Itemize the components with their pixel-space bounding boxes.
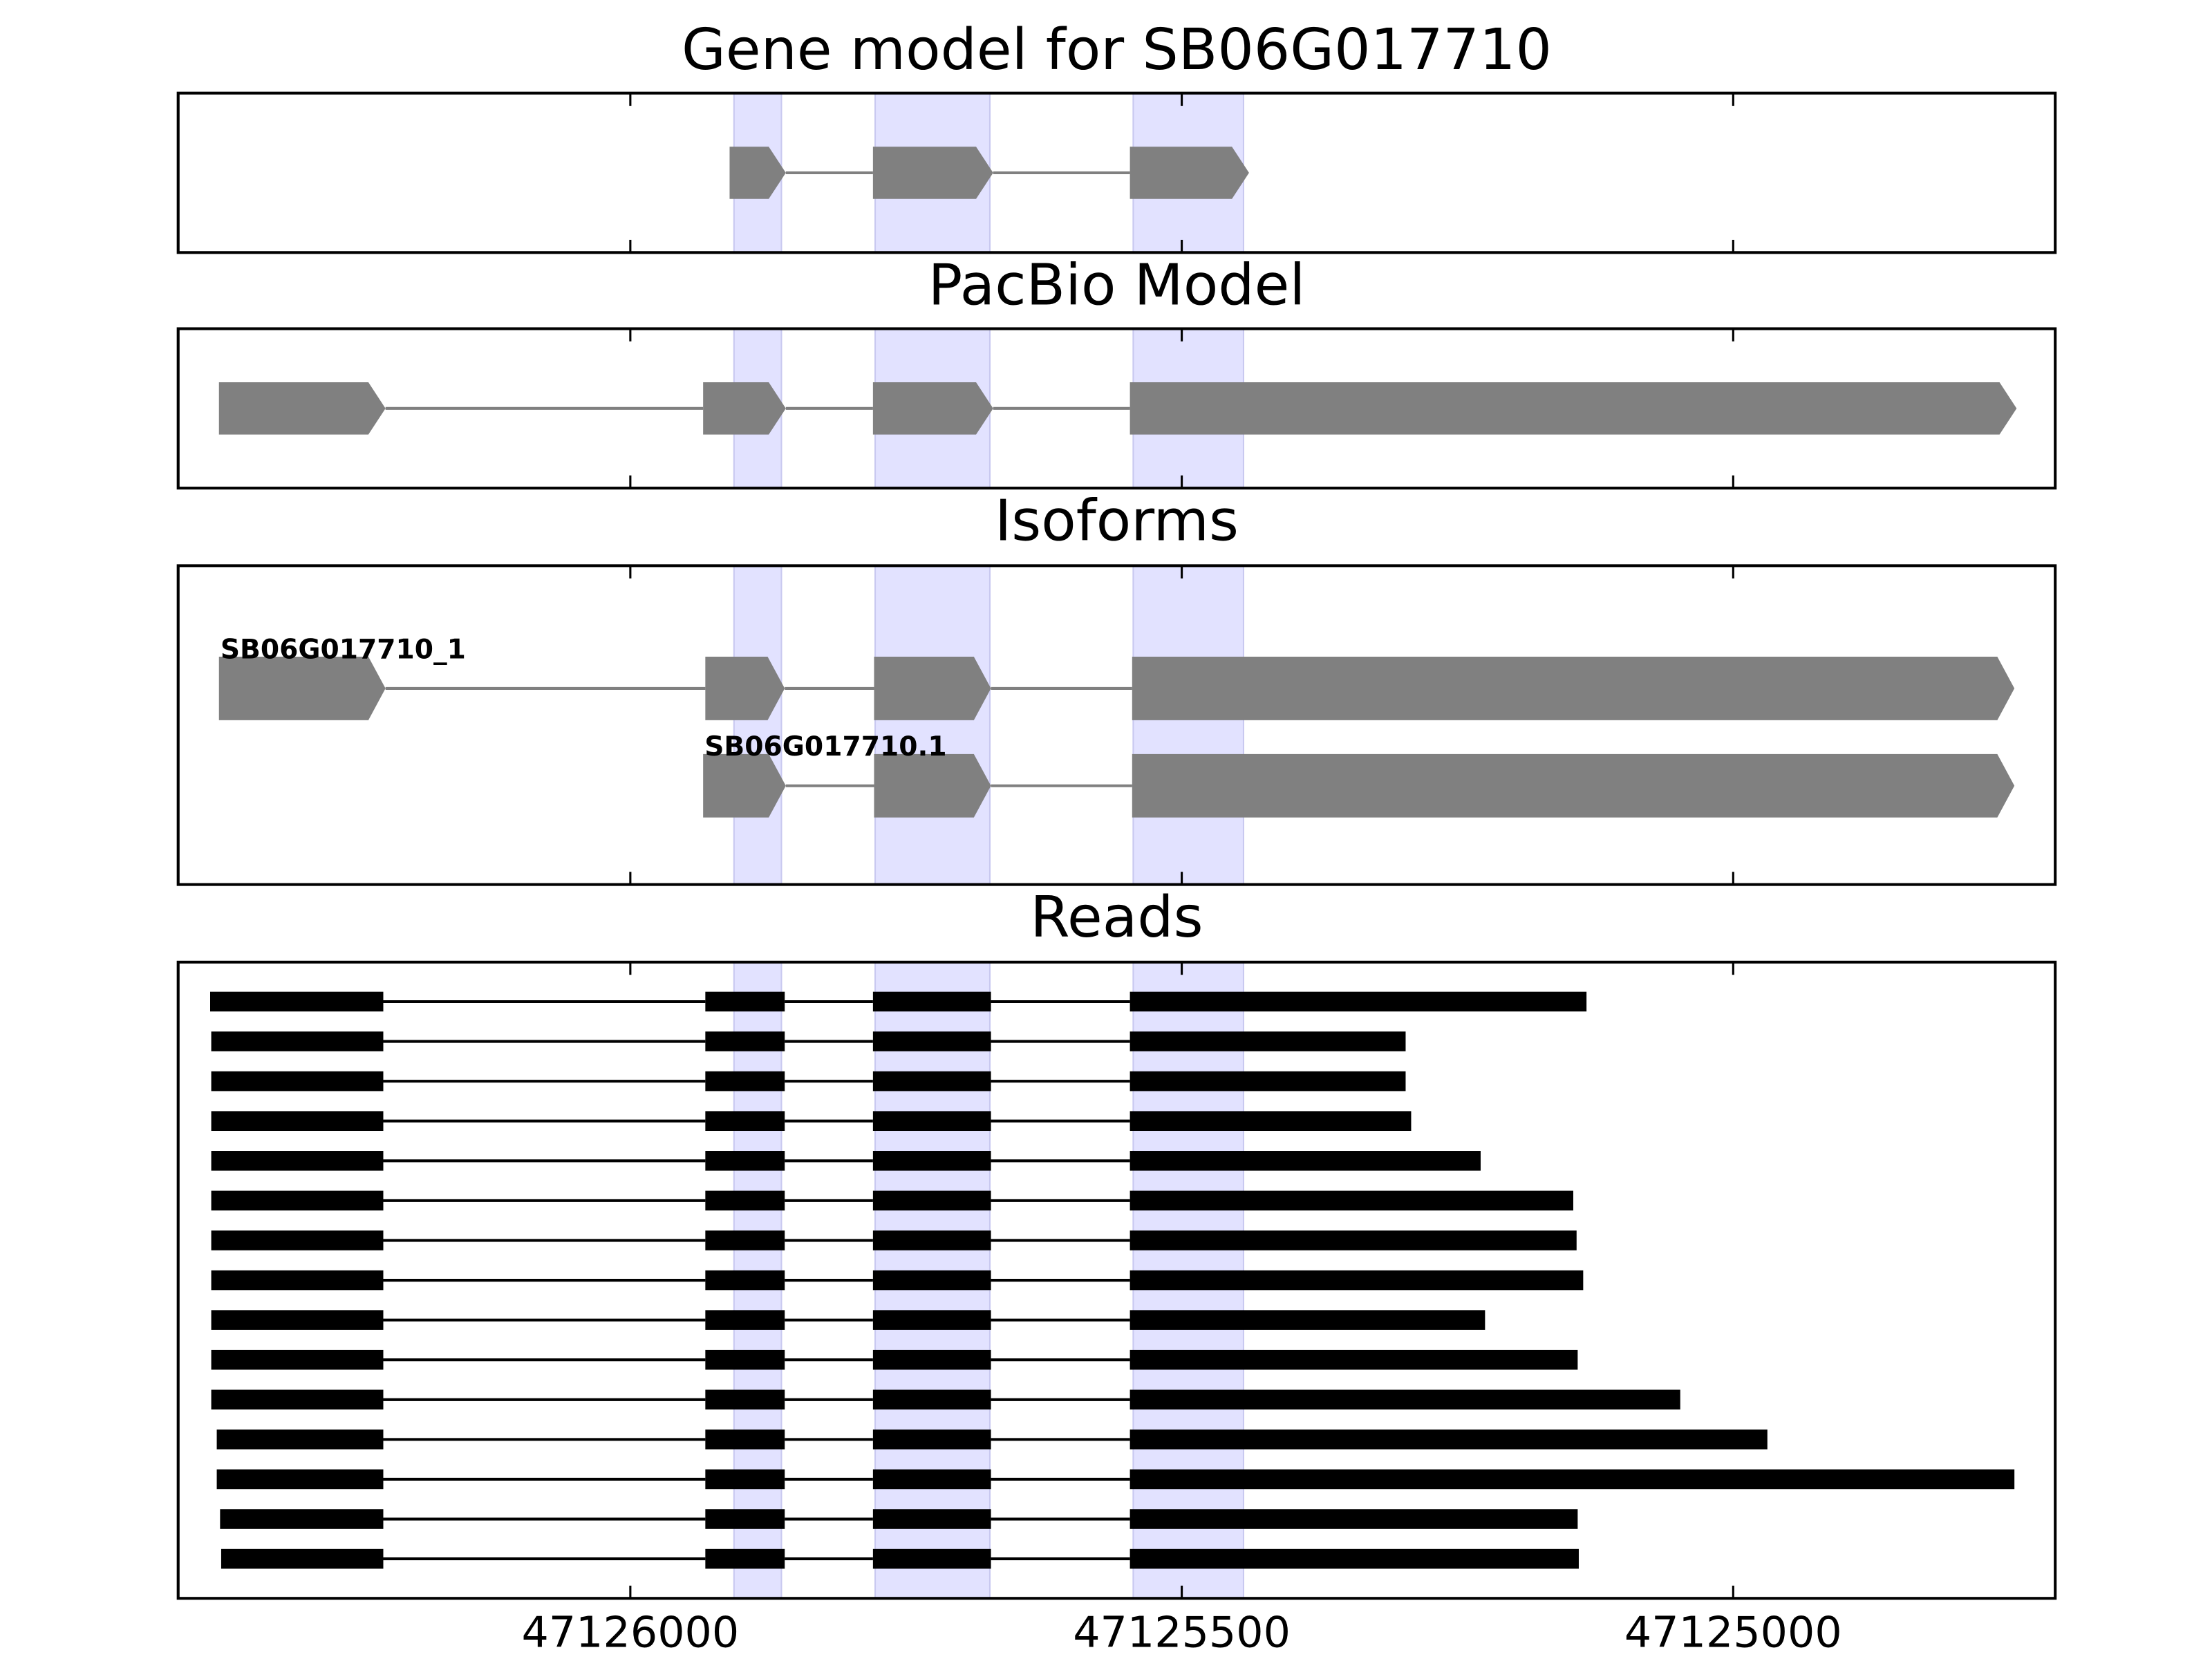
highlight-band xyxy=(733,565,782,885)
panel-title: PacBio Model xyxy=(928,253,1306,319)
read-block xyxy=(1130,1430,1768,1450)
read-block xyxy=(705,1469,785,1490)
read-block xyxy=(216,1469,384,1490)
read-block xyxy=(1130,1230,1577,1250)
x-tick-label: 47126000 xyxy=(521,1608,739,1658)
read-block xyxy=(705,1509,785,1529)
read-block xyxy=(705,1310,785,1330)
read-block xyxy=(872,1031,991,1051)
read-block xyxy=(872,1230,991,1250)
read-block xyxy=(872,1548,991,1569)
exon xyxy=(703,753,786,818)
read-block xyxy=(1130,1548,1579,1569)
read-block xyxy=(705,1270,785,1291)
read-block xyxy=(1130,1031,1406,1051)
exon xyxy=(703,382,786,435)
panel-title: Gene model for SB06G017710 xyxy=(682,17,1552,83)
read-block xyxy=(1130,1111,1412,1132)
read-block xyxy=(211,1111,384,1132)
exon xyxy=(218,657,386,720)
read-block xyxy=(211,1230,384,1250)
read-block xyxy=(1130,1270,1584,1291)
read-block xyxy=(872,1111,991,1132)
read-block xyxy=(1130,1349,1578,1370)
read-block xyxy=(705,1031,785,1051)
exon xyxy=(1132,753,2015,818)
read-block xyxy=(211,1190,384,1211)
read-block xyxy=(705,1071,785,1091)
read-block xyxy=(211,1310,384,1330)
read-block xyxy=(872,1151,991,1171)
read-block xyxy=(1130,1389,1680,1410)
read-block xyxy=(872,1071,991,1091)
exon xyxy=(218,382,386,435)
exon xyxy=(1132,657,2015,720)
read-block xyxy=(1130,1071,1406,1091)
highlight-band xyxy=(1132,565,1244,885)
read-block xyxy=(211,1151,384,1171)
exon xyxy=(874,753,991,818)
read-block xyxy=(872,1190,991,1211)
read-block xyxy=(1130,1469,2015,1490)
read-block xyxy=(211,1389,384,1410)
x-tick-label: 47125500 xyxy=(1073,1608,1291,1658)
read-block xyxy=(705,991,785,1012)
read-block xyxy=(705,1190,785,1211)
highlight-band xyxy=(874,565,991,885)
read-block xyxy=(705,1389,785,1410)
read-block xyxy=(872,991,991,1012)
read-block xyxy=(211,1270,384,1291)
read-block xyxy=(1130,1509,1578,1529)
panel-title: Reads xyxy=(1030,885,1203,950)
read-block xyxy=(705,1230,785,1250)
panel-frame xyxy=(176,327,2057,490)
read-block xyxy=(211,1031,384,1051)
read-block xyxy=(1130,1310,1485,1330)
read-block xyxy=(1130,991,1587,1012)
read-block xyxy=(705,1349,785,1370)
read-block xyxy=(705,1430,785,1450)
read-block xyxy=(211,1071,384,1091)
read-block xyxy=(872,1270,991,1291)
read-block xyxy=(1130,1151,1481,1171)
read-block xyxy=(705,1151,785,1171)
panel-frame xyxy=(176,564,2057,886)
read-block xyxy=(216,1430,384,1450)
exon xyxy=(1130,147,1249,199)
read-block xyxy=(705,1111,785,1132)
read-block xyxy=(872,1389,991,1410)
read-block xyxy=(872,1469,991,1490)
x-tick-label: 47125000 xyxy=(1624,1608,1842,1658)
panel-title: Isoforms xyxy=(995,489,1239,554)
read-block xyxy=(221,1548,384,1569)
read-block xyxy=(872,1349,991,1370)
read-block xyxy=(210,991,384,1012)
read-block xyxy=(705,1548,785,1569)
read-block xyxy=(872,1509,991,1529)
isoform-label: SB06G017710_1 xyxy=(221,634,466,665)
isoform-label: SB06G017710.1 xyxy=(704,731,946,762)
read-block xyxy=(872,1310,991,1330)
exon xyxy=(705,657,785,720)
exon xyxy=(874,657,991,720)
exon xyxy=(729,147,786,199)
read-block xyxy=(220,1509,384,1529)
read-block xyxy=(872,1430,991,1450)
panel-frame xyxy=(176,91,2057,254)
panel-frame xyxy=(176,960,2057,1600)
exon xyxy=(1130,382,2017,435)
read-block xyxy=(211,1349,384,1370)
exon xyxy=(872,382,993,435)
exon xyxy=(872,147,993,199)
read-block xyxy=(1130,1190,1573,1211)
